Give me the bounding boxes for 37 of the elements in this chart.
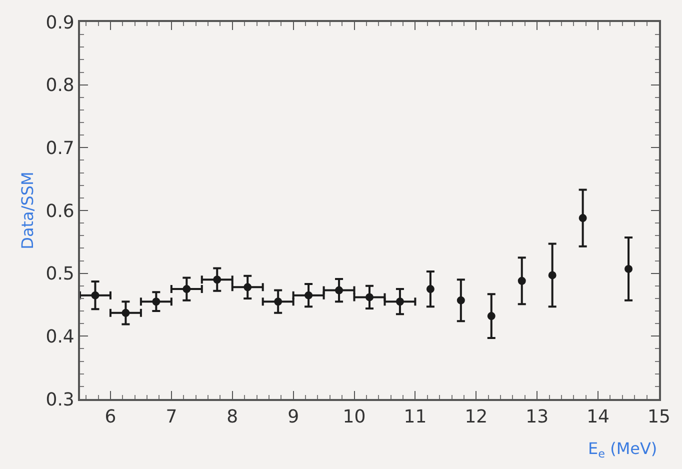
- y-tick-label: 0.8: [46, 75, 74, 96]
- y-tick-label: 0.9: [46, 12, 74, 34]
- y-tick-label: 0.3: [46, 389, 74, 410]
- x-tick-label: 14: [586, 406, 610, 428]
- point: [456, 296, 465, 304]
- x-axis-title: E$_{e}$ (MeV): [588, 439, 658, 460]
- point: [213, 276, 222, 284]
- point: [182, 285, 191, 294]
- point: [152, 298, 160, 306]
- point: [366, 293, 374, 302]
- y-tick-label: 0.7: [46, 138, 74, 159]
- x-tick-label: 13: [526, 406, 549, 428]
- point: [426, 285, 434, 294]
- point: [487, 312, 496, 320]
- point: [396, 298, 404, 306]
- point: [122, 308, 130, 317]
- point: [274, 298, 282, 306]
- x-tick-label: 7: [166, 406, 178, 428]
- point: [624, 264, 633, 273]
- x-tick-label: 8: [226, 406, 238, 428]
- point: [244, 283, 252, 292]
- point: [548, 271, 556, 280]
- x-tick-label: 12: [464, 406, 488, 428]
- point: [578, 214, 587, 222]
- x-tick-label: 6: [104, 406, 116, 428]
- y-tick-label: 0.4: [46, 326, 74, 348]
- x-tick-label: 9: [288, 406, 300, 428]
- y-tick-label: 0.6: [46, 200, 74, 222]
- y-tick-label: 0.5: [46, 264, 74, 285]
- y-axis-title: Data/SSM: [18, 172, 38, 250]
- point: [518, 276, 526, 285]
- x-tick-label: 15: [648, 406, 670, 428]
- point: [304, 291, 313, 300]
- x-tick-label: 11: [404, 406, 427, 428]
- point: [91, 291, 100, 300]
- point: [335, 286, 344, 294]
- x-tick-label: 10: [342, 406, 366, 428]
